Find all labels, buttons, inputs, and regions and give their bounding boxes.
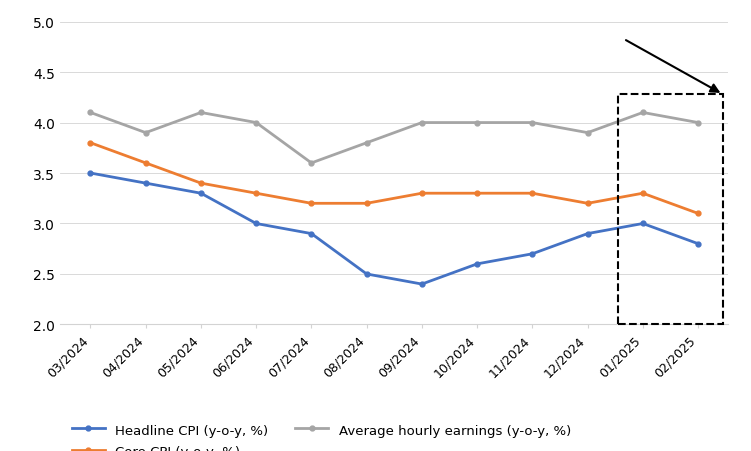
Average hourly earnings (y-o-y, %) — [583, 131, 592, 136]
Headline CPI (y-o-y, %) — [638, 221, 647, 227]
Core CPI (y-o-y, %) — [694, 211, 703, 216]
Headline CPI (y-o-y, %) — [583, 231, 592, 237]
Average hourly earnings (y-o-y, %) — [418, 120, 427, 126]
Core CPI (y-o-y, %) — [418, 191, 427, 197]
Average hourly earnings (y-o-y, %) — [528, 120, 537, 126]
Headline CPI (y-o-y, %) — [418, 282, 427, 287]
Legend: Headline CPI (y-o-y, %), Core CPI (y-o-y, %), Average hourly earnings (y-o-y, %): Headline CPI (y-o-y, %), Core CPI (y-o-y… — [67, 418, 576, 451]
Core CPI (y-o-y, %) — [528, 191, 537, 197]
Average hourly earnings (y-o-y, %) — [694, 120, 703, 126]
Core CPI (y-o-y, %) — [362, 201, 371, 207]
Core CPI (y-o-y, %) — [197, 181, 206, 186]
Headline CPI (y-o-y, %) — [86, 171, 95, 176]
Line: Headline CPI (y-o-y, %): Headline CPI (y-o-y, %) — [88, 171, 701, 287]
Headline CPI (y-o-y, %) — [197, 191, 206, 197]
Average hourly earnings (y-o-y, %) — [472, 120, 481, 126]
Core CPI (y-o-y, %) — [307, 201, 316, 207]
Average hourly earnings (y-o-y, %) — [252, 120, 261, 126]
Core CPI (y-o-y, %) — [638, 191, 647, 197]
Core CPI (y-o-y, %) — [252, 191, 261, 197]
Headline CPI (y-o-y, %) — [528, 252, 537, 257]
Average hourly earnings (y-o-y, %) — [197, 110, 206, 116]
Headline CPI (y-o-y, %) — [362, 272, 371, 277]
Headline CPI (y-o-y, %) — [307, 231, 316, 237]
Average hourly earnings (y-o-y, %) — [307, 161, 316, 166]
Core CPI (y-o-y, %) — [583, 201, 592, 207]
Headline CPI (y-o-y, %) — [141, 181, 150, 186]
Core CPI (y-o-y, %) — [472, 191, 481, 197]
Average hourly earnings (y-o-y, %) — [362, 141, 371, 146]
Line: Average hourly earnings (y-o-y, %): Average hourly earnings (y-o-y, %) — [88, 111, 701, 166]
Average hourly earnings (y-o-y, %) — [86, 110, 95, 116]
Average hourly earnings (y-o-y, %) — [638, 110, 647, 116]
Headline CPI (y-o-y, %) — [472, 262, 481, 267]
Average hourly earnings (y-o-y, %) — [141, 131, 150, 136]
Headline CPI (y-o-y, %) — [694, 241, 703, 247]
Bar — [618, 95, 723, 325]
Headline CPI (y-o-y, %) — [252, 221, 261, 227]
Core CPI (y-o-y, %) — [141, 161, 150, 166]
Core CPI (y-o-y, %) — [86, 141, 95, 146]
Line: Core CPI (y-o-y, %): Core CPI (y-o-y, %) — [88, 141, 701, 216]
